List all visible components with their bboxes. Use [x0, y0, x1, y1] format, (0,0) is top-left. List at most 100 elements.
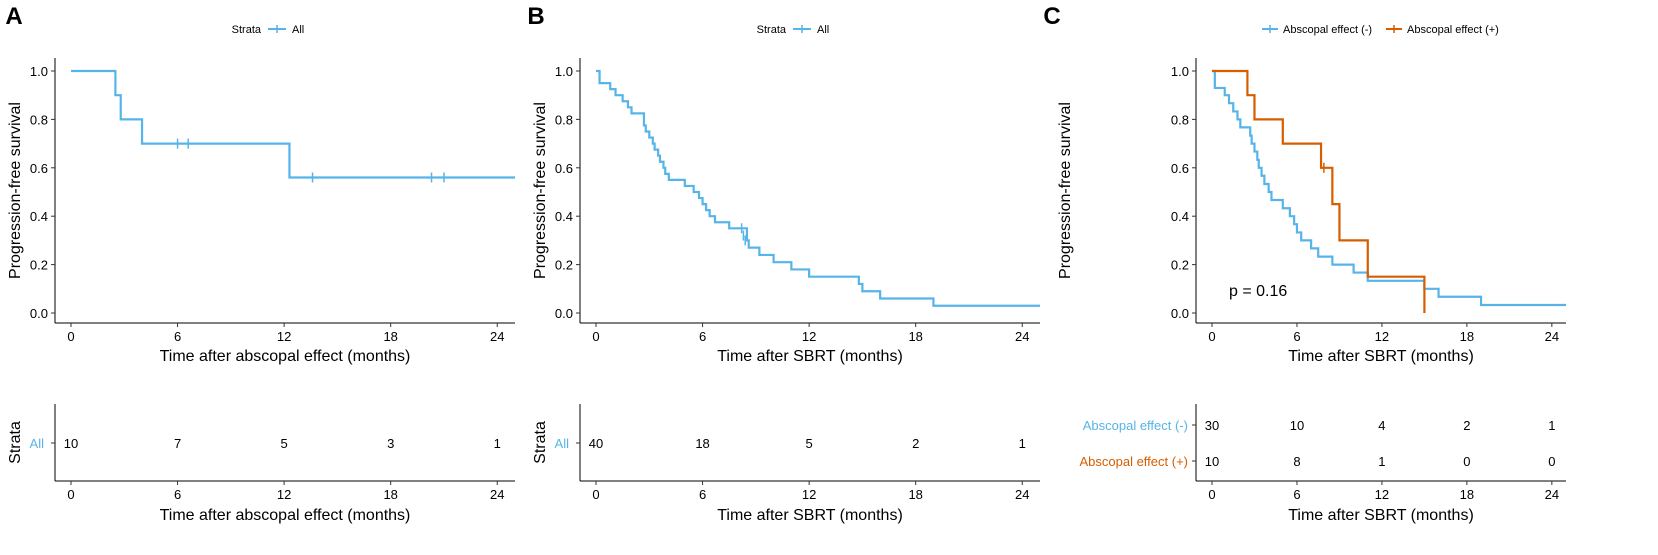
- y-tick-label: 0.6: [30, 161, 48, 176]
- risk-x-tick-label: 18: [383, 487, 397, 502]
- risk-x-tick-label: 24: [1545, 487, 1559, 502]
- risk-count: 0: [1548, 454, 1555, 469]
- risk-x-tick-label: 12: [1375, 487, 1389, 502]
- legend-title: Strata: [232, 24, 262, 36]
- survival-curve: [596, 69, 1040, 307]
- risk-x-axis-title: Time after SBRT (months): [1288, 507, 1474, 524]
- y-axis-title: Progression-free survival: [1057, 102, 1074, 279]
- risk-count: 10: [1290, 418, 1304, 433]
- survival-curve: [1212, 69, 1566, 307]
- y-tick-label: 0.4: [555, 209, 573, 224]
- legend-label: All: [817, 24, 829, 36]
- y-tick-label: 1.0: [30, 64, 48, 79]
- risk-count: 2: [1463, 418, 1470, 433]
- y-axis-title: Progression-free survival: [532, 102, 549, 279]
- risk-count: 10: [64, 436, 78, 451]
- legend-label: Abscopal effect (+): [1407, 24, 1499, 36]
- x-tick-label: 18: [383, 329, 397, 344]
- risk-x-tick-label: 0: [67, 487, 74, 502]
- x-tick-label: 6: [699, 329, 706, 344]
- x-tick-label: 0: [1208, 329, 1215, 344]
- panel-C: C Abscopal effect (-) Abscopal effect (+) 0…: [1043, 3, 1566, 524]
- y-axis-title: Progression-free survival: [7, 102, 24, 279]
- risk-count: 40: [589, 436, 603, 451]
- risk-count: 30: [1205, 418, 1219, 433]
- panel-label: B: [527, 3, 544, 30]
- risk-x-tick-label: 6: [699, 487, 706, 502]
- x-tick-label: 6: [174, 329, 181, 344]
- risk-x-tick-label: 24: [490, 487, 504, 502]
- y-tick-label: 0.8: [1171, 112, 1189, 127]
- y-tick-label: 0.4: [1171, 209, 1189, 224]
- risk-x-tick-label: 0: [1208, 487, 1215, 502]
- x-tick-label: 24: [1545, 329, 1559, 344]
- y-tick-label: 1.0: [1171, 64, 1189, 79]
- risk-x-tick-label: 6: [1293, 487, 1300, 502]
- survival-axes: 0.0 0.2 0.4 0.6 0.8 1.0 0 6 12 18 24 Time after abs…: [7, 58, 515, 365]
- x-tick-label: 12: [802, 329, 816, 344]
- risk-x-tick-label: 12: [802, 487, 816, 502]
- p-value-annotation: p = 0.16: [1229, 283, 1287, 300]
- risk-count: 1: [494, 436, 501, 451]
- x-tick-label: 0: [67, 329, 74, 344]
- risk-count: 7: [174, 436, 181, 451]
- risk-count: 5: [806, 436, 813, 451]
- risk-x-tick-label: 24: [1015, 487, 1029, 502]
- y-tick-label: 0.4: [30, 209, 48, 224]
- x-tick-label: 0: [592, 329, 599, 344]
- panel-A: A Strata All 0.0 0.2 0.4 0.6 0.8 1.0 0 6 12 18 24 Time…: [5, 3, 515, 524]
- risk-count: 0: [1463, 454, 1470, 469]
- legend-title: Strata: [757, 24, 787, 36]
- survival-curve: [1212, 69, 1426, 313]
- risk-count: 2: [912, 436, 919, 451]
- legend: Strata All: [232, 24, 305, 36]
- risk-count: 1: [1019, 436, 1026, 451]
- legend: Abscopal effect (-) Abscopal effect (+): [1262, 24, 1499, 36]
- x-tick-label: 12: [1375, 329, 1389, 344]
- risk-table: All 40 18 5 2 1 0 6 12 18 24 Time after SBRT (month…: [532, 404, 1040, 524]
- risk-x-tick-label: 0: [592, 487, 599, 502]
- risk-x-tick-label: 6: [174, 487, 181, 502]
- legend-label: Abscopal effect (-): [1283, 24, 1372, 36]
- y-tick-label: 0.0: [1171, 306, 1189, 321]
- x-tick-label: 18: [1460, 329, 1474, 344]
- x-tick-label: 12: [277, 329, 291, 344]
- panel-label: A: [5, 3, 22, 30]
- x-tick-label: 6: [1293, 329, 1300, 344]
- x-axis-title: Time after abscopal effect (months): [160, 348, 411, 365]
- risk-count: 18: [695, 436, 709, 451]
- y-tick-label: 0.2: [30, 258, 48, 273]
- survival-axes: 0.0 0.2 0.4 0.6 0.8 1.0 0 6 12 18 24 Time after SBR…: [532, 58, 1040, 365]
- y-tick-label: 0.0: [30, 306, 48, 321]
- x-tick-label: 24: [490, 329, 504, 344]
- risk-y-axis-title: Strata: [7, 421, 24, 464]
- risk-row-label: Abscopal effect (+): [1079, 454, 1188, 469]
- risk-x-tick-label: 18: [1460, 487, 1474, 502]
- y-tick-label: 0.6: [555, 161, 573, 176]
- risk-row-label: All: [555, 436, 570, 451]
- y-tick-label: 0.8: [555, 112, 573, 127]
- y-tick-label: 0.2: [555, 258, 573, 273]
- survival-curve: [71, 69, 515, 179]
- y-tick-label: 0.2: [1171, 258, 1189, 273]
- x-axis-title: Time after SBRT (months): [1288, 348, 1474, 365]
- risk-x-axis-title: Time after SBRT (months): [717, 507, 903, 524]
- risk-y-axis-title: Strata: [532, 421, 549, 464]
- risk-x-axis-title: Time after abscopal effect (months): [160, 507, 411, 524]
- risk-count: 8: [1293, 454, 1300, 469]
- y-tick-label: 0.0: [555, 306, 573, 321]
- risk-count: 1: [1378, 454, 1385, 469]
- risk-count: 4: [1378, 418, 1385, 433]
- risk-count: 5: [281, 436, 288, 451]
- risk-x-tick-label: 18: [908, 487, 922, 502]
- y-tick-label: 0.8: [30, 112, 48, 127]
- risk-count: 3: [387, 436, 394, 451]
- risk-row-label: Abscopal effect (-): [1083, 418, 1188, 433]
- risk-count: 1: [1548, 418, 1555, 433]
- panel-label: C: [1043, 3, 1060, 30]
- legend: Strata All: [757, 24, 830, 36]
- legend-label: All: [292, 24, 304, 36]
